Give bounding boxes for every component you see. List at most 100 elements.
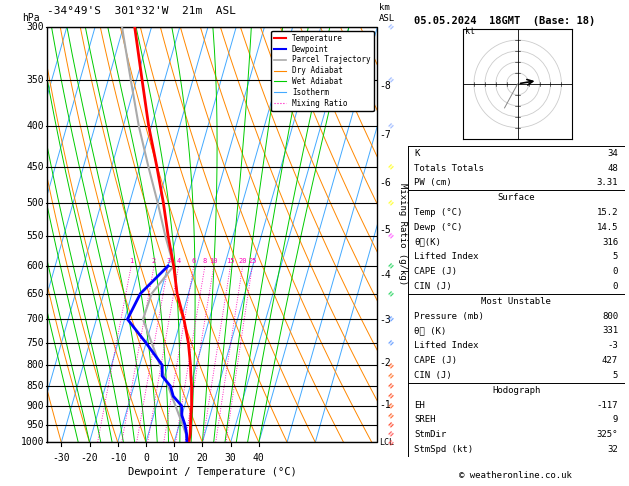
Text: -2: -2 — [379, 358, 391, 368]
Text: 300: 300 — [26, 22, 44, 32]
Text: ≡: ≡ — [387, 429, 396, 438]
Text: -3: -3 — [379, 315, 391, 325]
Text: 800: 800 — [26, 360, 44, 370]
Text: 10: 10 — [169, 452, 180, 463]
Text: -34°49'S  301°32'W  21m  ASL: -34°49'S 301°32'W 21m ASL — [47, 6, 236, 17]
Text: -6: -6 — [379, 178, 391, 188]
Text: LCL: LCL — [379, 438, 394, 447]
Text: ≡: ≡ — [387, 372, 396, 380]
Text: Hodograph: Hodograph — [492, 386, 540, 395]
Text: ≡: ≡ — [387, 361, 396, 369]
Text: ≡: ≡ — [387, 199, 396, 207]
Text: 8: 8 — [203, 258, 207, 264]
Text: 30: 30 — [225, 452, 237, 463]
Text: ≡: ≡ — [387, 289, 396, 298]
Text: 350: 350 — [26, 75, 44, 85]
Text: Mixing Ratio (g/kg): Mixing Ratio (g/kg) — [398, 183, 407, 286]
Text: Surface: Surface — [498, 193, 535, 202]
Text: ≡: ≡ — [387, 438, 396, 447]
Text: ≡: ≡ — [387, 122, 396, 130]
Text: 0: 0 — [143, 452, 149, 463]
Text: 9: 9 — [613, 416, 618, 424]
Text: 500: 500 — [26, 198, 44, 208]
Text: Dewpoint / Temperature (°C): Dewpoint / Temperature (°C) — [128, 467, 297, 477]
Text: 900: 900 — [26, 401, 44, 411]
Text: 4: 4 — [177, 258, 181, 264]
Text: CIN (J): CIN (J) — [414, 371, 452, 380]
Text: 450: 450 — [26, 162, 44, 172]
Text: km
ASL: km ASL — [379, 3, 395, 22]
Text: Dewp (°C): Dewp (°C) — [414, 223, 462, 232]
Text: Pressure (mb): Pressure (mb) — [414, 312, 484, 321]
Text: 40: 40 — [253, 452, 265, 463]
Text: 10: 10 — [209, 258, 218, 264]
Text: ≡: ≡ — [387, 420, 396, 429]
Text: 32: 32 — [608, 445, 618, 454]
Text: 750: 750 — [26, 338, 44, 348]
Legend: Temperature, Dewpoint, Parcel Trajectory, Dry Adiabat, Wet Adiabat, Isotherm, Mi: Temperature, Dewpoint, Parcel Trajectory… — [271, 31, 374, 111]
Text: 48: 48 — [608, 163, 618, 173]
Text: 0: 0 — [613, 282, 618, 291]
Text: PW (cm): PW (cm) — [414, 178, 452, 187]
Text: 2: 2 — [152, 258, 156, 264]
Text: 5: 5 — [613, 371, 618, 380]
Text: -4: -4 — [379, 270, 391, 280]
Text: ≡: ≡ — [387, 382, 396, 390]
Text: EH: EH — [414, 400, 425, 410]
Text: CIN (J): CIN (J) — [414, 282, 452, 291]
Text: 6: 6 — [192, 258, 196, 264]
Text: 20: 20 — [196, 452, 208, 463]
Text: 331: 331 — [602, 327, 618, 335]
Text: ≡: ≡ — [387, 402, 396, 410]
Text: 1: 1 — [129, 258, 133, 264]
Text: CAPE (J): CAPE (J) — [414, 356, 457, 365]
Text: Totals Totals: Totals Totals — [414, 163, 484, 173]
Text: 0: 0 — [613, 267, 618, 276]
Text: -7: -7 — [379, 130, 391, 140]
Text: 550: 550 — [26, 231, 44, 241]
Text: 650: 650 — [26, 289, 44, 298]
Text: Temp (°C): Temp (°C) — [414, 208, 462, 217]
Text: 14.5: 14.5 — [596, 223, 618, 232]
Text: ≡: ≡ — [387, 22, 396, 31]
Text: 15.2: 15.2 — [596, 208, 618, 217]
Text: Lifted Index: Lifted Index — [414, 341, 479, 350]
Text: 34: 34 — [608, 149, 618, 157]
Text: ≡: ≡ — [387, 411, 396, 419]
Text: θᴇ(K): θᴇ(K) — [414, 238, 441, 246]
Text: -30: -30 — [52, 452, 70, 463]
Text: CAPE (J): CAPE (J) — [414, 267, 457, 276]
Text: SREH: SREH — [414, 416, 436, 424]
Text: ≡: ≡ — [387, 392, 396, 400]
Text: kt: kt — [465, 27, 475, 35]
Text: 1000: 1000 — [20, 437, 44, 447]
Text: 325°: 325° — [596, 430, 618, 439]
Text: 700: 700 — [26, 314, 44, 324]
Text: -3: -3 — [608, 341, 618, 350]
Text: -10: -10 — [109, 452, 126, 463]
Text: -20: -20 — [81, 452, 98, 463]
Text: Lifted Index: Lifted Index — [414, 252, 479, 261]
Text: hPa: hPa — [23, 13, 40, 22]
Text: 800: 800 — [602, 312, 618, 321]
Text: 20: 20 — [238, 258, 247, 264]
Text: StmDir: StmDir — [414, 430, 447, 439]
Text: -5: -5 — [379, 225, 391, 235]
Text: 15: 15 — [226, 258, 235, 264]
Text: 5: 5 — [613, 252, 618, 261]
Text: 950: 950 — [26, 419, 44, 430]
Text: ≡: ≡ — [387, 232, 396, 240]
Text: ≡: ≡ — [387, 262, 396, 270]
Text: © weatheronline.co.uk: © weatheronline.co.uk — [459, 471, 572, 480]
Text: 25: 25 — [248, 258, 257, 264]
Text: ≡: ≡ — [387, 162, 396, 171]
Text: -1: -1 — [379, 400, 391, 410]
Text: StmSpd (kt): StmSpd (kt) — [414, 445, 473, 454]
Text: -117: -117 — [596, 400, 618, 410]
Text: ≡: ≡ — [387, 315, 396, 323]
Text: 3.31: 3.31 — [596, 178, 618, 187]
Text: -8: -8 — [379, 81, 391, 91]
Text: 316: 316 — [602, 238, 618, 246]
Text: 427: 427 — [602, 356, 618, 365]
Text: 3: 3 — [166, 258, 170, 264]
